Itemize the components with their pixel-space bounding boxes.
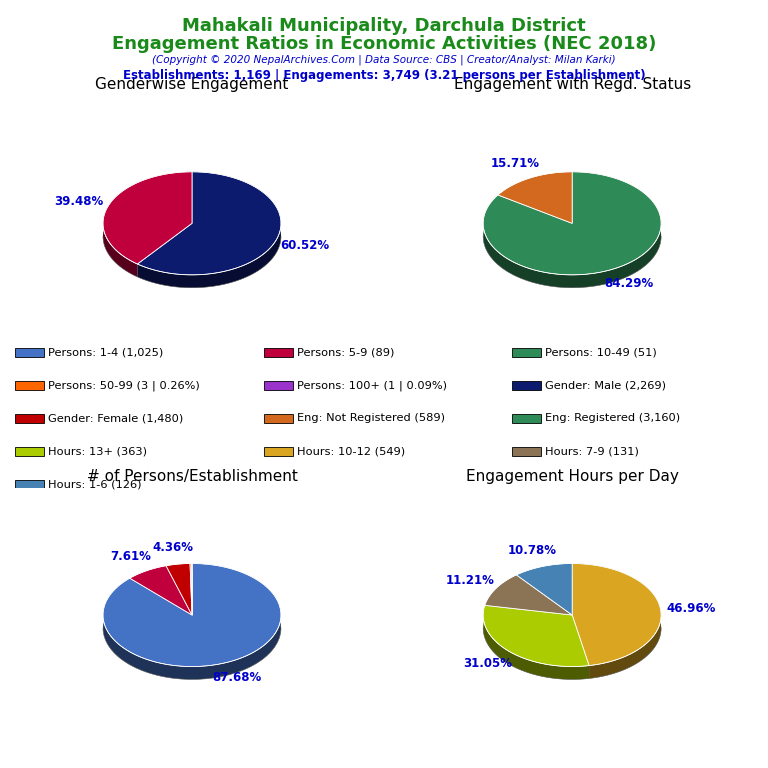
Bar	[512, 447, 541, 455]
Title: Engagement with Regd. Status: Engagement with Regd. Status	[454, 77, 690, 92]
Text: 10.78%: 10.78%	[508, 545, 557, 558]
Text: Persons: 50-99 (3 | 0.26%): Persons: 50-99 (3 | 0.26%)	[48, 380, 200, 391]
Polygon shape	[103, 564, 281, 667]
Text: Persons: 1-4 (1,025): Persons: 1-4 (1,025)	[48, 347, 164, 357]
Bar	[263, 447, 293, 455]
Polygon shape	[483, 172, 661, 275]
Text: 84.29%: 84.29%	[604, 276, 654, 290]
Bar	[512, 381, 541, 389]
Text: Persons: 100+ (1 | 0.09%): Persons: 100+ (1 | 0.09%)	[296, 380, 447, 391]
Text: Gender: Female (1,480): Gender: Female (1,480)	[48, 413, 184, 423]
Bar	[263, 414, 293, 422]
Text: Persons: 5-9 (89): Persons: 5-9 (89)	[296, 347, 394, 357]
Text: 4.36%: 4.36%	[153, 541, 194, 554]
Bar	[512, 348, 541, 356]
Polygon shape	[103, 564, 281, 680]
Polygon shape	[137, 172, 281, 288]
Polygon shape	[483, 605, 589, 680]
Text: Mahakali Municipality, Darchula District: Mahakali Municipality, Darchula District	[182, 17, 586, 35]
Text: Establishments: 1,169 | Engagements: 3,749 (3.21 persons per Establishment): Establishments: 1,169 | Engagements: 3,7…	[123, 69, 645, 82]
Text: Hours: 7-9 (131): Hours: 7-9 (131)	[545, 446, 639, 456]
Text: Persons: 10-49 (51): Persons: 10-49 (51)	[545, 347, 657, 357]
Bar	[15, 414, 45, 422]
Polygon shape	[130, 566, 192, 615]
Polygon shape	[483, 605, 589, 667]
Polygon shape	[137, 172, 281, 275]
Text: Hours: 13+ (363): Hours: 13+ (363)	[48, 446, 147, 456]
Polygon shape	[516, 564, 572, 615]
Text: 60.52%: 60.52%	[280, 239, 329, 252]
Polygon shape	[498, 172, 572, 223]
Bar	[15, 381, 45, 389]
Bar	[15, 447, 45, 455]
Text: 15.71%: 15.71%	[491, 157, 540, 170]
Text: 31.05%: 31.05%	[463, 657, 512, 670]
Text: Eng: Registered (3,160): Eng: Registered (3,160)	[545, 413, 680, 423]
Text: 7.61%: 7.61%	[111, 550, 151, 563]
Text: 11.21%: 11.21%	[445, 574, 495, 587]
Polygon shape	[103, 172, 192, 277]
Polygon shape	[485, 575, 572, 615]
Text: 87.68%: 87.68%	[213, 671, 262, 684]
Bar	[512, 414, 541, 422]
Title: Genderwise Engagement: Genderwise Engagement	[95, 77, 289, 92]
Text: 46.96%: 46.96%	[667, 602, 716, 615]
Bar	[263, 348, 293, 356]
Text: Hours: 10-12 (549): Hours: 10-12 (549)	[296, 446, 405, 456]
Bar	[15, 480, 45, 489]
Text: Hours: 1-6 (126): Hours: 1-6 (126)	[48, 479, 142, 489]
Bar	[263, 381, 293, 389]
Text: Gender: Male (2,269): Gender: Male (2,269)	[545, 380, 666, 390]
Polygon shape	[572, 564, 661, 666]
Title: # of Persons/Establishment: # of Persons/Establishment	[87, 468, 297, 484]
Polygon shape	[166, 564, 192, 615]
Polygon shape	[103, 172, 192, 264]
Text: Eng: Not Registered (589): Eng: Not Registered (589)	[296, 413, 445, 423]
Text: (Copyright © 2020 NepalArchives.Com | Data Source: CBS | Creator/Analyst: Milan : (Copyright © 2020 NepalArchives.Com | Da…	[152, 55, 616, 65]
Polygon shape	[572, 564, 661, 678]
Bar	[15, 348, 45, 356]
Title: Engagement Hours per Day: Engagement Hours per Day	[465, 468, 679, 484]
Text: 39.48%: 39.48%	[55, 195, 104, 208]
Text: Engagement Ratios in Economic Activities (NEC 2018): Engagement Ratios in Economic Activities…	[112, 35, 656, 52]
Polygon shape	[483, 172, 661, 288]
Polygon shape	[190, 564, 192, 615]
